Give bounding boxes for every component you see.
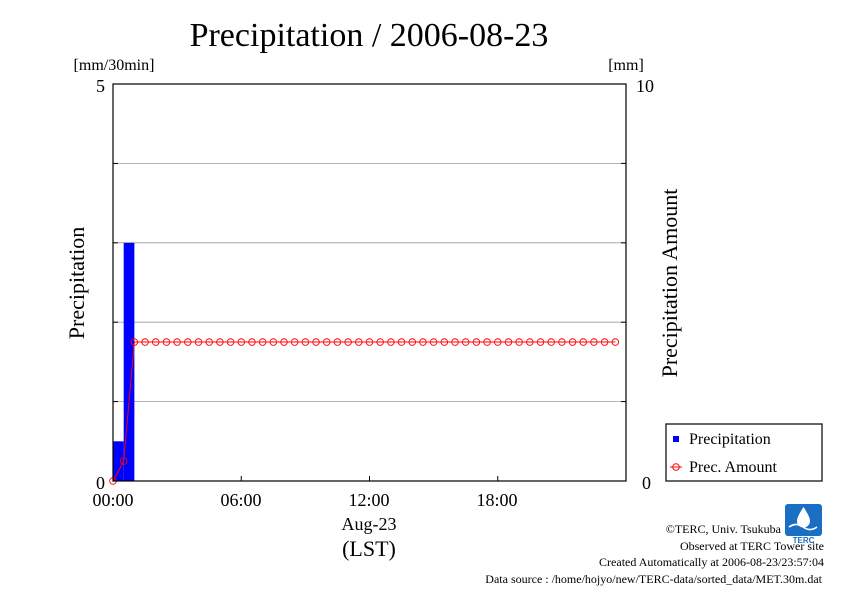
y2-tick-label-max: 10: [636, 76, 654, 96]
prec-amount-line: [112, 341, 616, 482]
prec-amount-point-38: [515, 338, 523, 346]
x-tick-label-0000: 00:00: [92, 490, 133, 510]
prec-amount-point-17: [290, 338, 299, 346]
prec-amount-point-25: [376, 338, 384, 346]
line-layer: [109, 338, 620, 485]
prec-amount-point-1: [119, 457, 128, 465]
legend: Precipitation Prec. Amount: [665, 423, 823, 482]
terc-logo: TERC: [785, 504, 822, 545]
prec-amount-point-43: [568, 338, 577, 346]
prec-amount-point-11: [226, 338, 235, 346]
prec-amount-point-40: [536, 338, 545, 346]
y-tick-label-min: 0: [96, 473, 105, 493]
prec-amount-point-23: [355, 338, 363, 346]
prec-amount-point-9: [205, 338, 213, 346]
prec-amount-point-3: [141, 338, 149, 346]
prec-amount-point-30: [429, 338, 438, 346]
prec-amount-point-5: [162, 338, 171, 346]
prec-amount-point-26: [387, 338, 395, 346]
prec-amount-point-28: [408, 338, 417, 346]
credit-copyright: ©TERC, Univ. Tsukuba: [666, 522, 782, 536]
right-unit-label: [mm]: [608, 57, 644, 74]
legend-precipitation-label: Precipitation: [689, 431, 771, 448]
prec-amount-point-14: [258, 338, 267, 346]
legend-amount-marker: [672, 463, 680, 471]
prec-amount-point-42: [558, 338, 566, 346]
x-tick-label-0600: 06:00: [220, 490, 261, 510]
logo-text: TERC: [793, 536, 815, 545]
y2-tick-label-min: 0: [642, 473, 651, 493]
credit-observed: Observed at TERC Tower site: [680, 539, 824, 553]
prec-amount-point-12: [237, 338, 245, 346]
prec-amount-point-32: [451, 338, 459, 346]
y-tick-label-max: 5: [96, 76, 105, 96]
prec-amount-point-47: [611, 338, 620, 346]
prec-amount-point-36: [494, 338, 502, 346]
x-axis-date-label: Aug-23: [342, 514, 397, 534]
prec-amount-point-4: [151, 338, 160, 346]
prec-amount-point-7: [184, 338, 192, 346]
x-axis-tz-label: (LST): [342, 536, 396, 561]
prec-amount-point-35: [483, 338, 491, 346]
chart-title: Precipitation / 2006-08-23: [190, 17, 549, 54]
prec-amount-point-37: [504, 338, 513, 346]
prec-amount-point-20: [323, 338, 331, 346]
prec-amount-point-2: [130, 338, 139, 346]
prec-amount-point-13: [248, 338, 256, 346]
prec-amount-point-15: [269, 338, 278, 346]
y2-axis-title: Precipitation Amount: [657, 189, 682, 378]
precipitation-bar-1: [123, 242, 135, 481]
grid-layer: [113, 162, 626, 403]
plot-frame: [112, 83, 627, 482]
prec-amount-point-29: [419, 338, 427, 346]
prec-amount-point-22: [344, 338, 352, 346]
prec-amount-point-24: [365, 338, 374, 346]
prec-amount-point-16: [280, 338, 288, 346]
prec-amount-point-45: [590, 338, 598, 346]
prec-amount-point-34: [472, 338, 481, 346]
credit-created: Created Automatically at 2006-08-23/23:5…: [599, 555, 824, 569]
prec-amount-point-21: [333, 338, 342, 346]
y-axis-title: Precipitation: [64, 227, 89, 339]
x-tick-label-1800: 18:00: [476, 490, 517, 510]
left-unit-label: [mm/30min]: [74, 57, 155, 74]
prec-amount-point-6: [173, 338, 181, 346]
prec-amount-point-46: [600, 338, 609, 346]
prec-amount-point-10: [216, 338, 224, 346]
prec-amount-point-19: [312, 338, 320, 346]
tick-layer: [112, 162, 626, 481]
prec-amount-point-41: [547, 338, 555, 346]
credit-source: Data source : /home/hojyo/new/TERC-data/…: [485, 572, 822, 586]
prec-amount-point-33: [461, 338, 470, 346]
prec-amount-point-39: [526, 338, 534, 346]
legend-amount-label: Prec. Amount: [689, 459, 778, 476]
x-tick-label-1200: 12:00: [348, 490, 389, 510]
legend-frame: [665, 423, 823, 482]
prec-amount-point-8: [194, 338, 203, 346]
prec-amount-point-44: [579, 338, 588, 346]
precipitation-bar-0: [113, 441, 124, 481]
prec-amount-point-27: [397, 338, 406, 346]
prec-amount-point-18: [301, 338, 310, 346]
legend-precipitation-swatch: [673, 436, 679, 442]
prec-amount-point-31: [440, 338, 449, 346]
bar-layer: [113, 242, 135, 481]
